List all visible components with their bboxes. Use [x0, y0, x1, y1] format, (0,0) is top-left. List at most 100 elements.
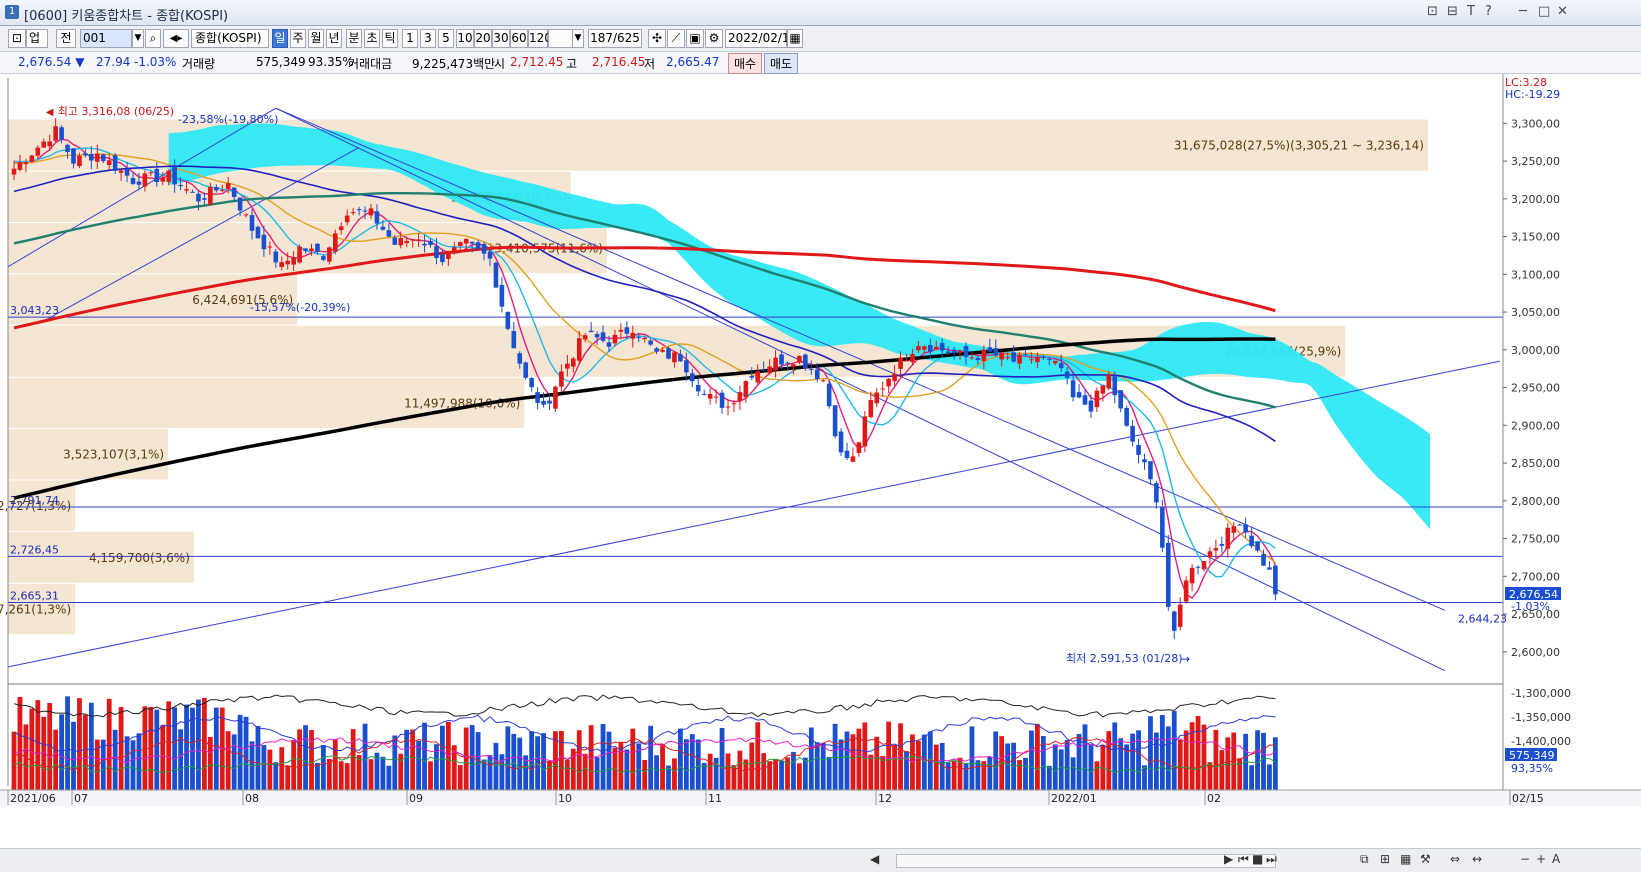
calendar-icon[interactable]: ▦	[787, 29, 803, 48]
layout-icon[interactable]: ⊡	[8, 29, 26, 48]
minute-5[interactable]: 5	[438, 29, 454, 48]
candle-body	[1166, 542, 1171, 607]
candle-body	[261, 234, 267, 250]
close-icon[interactable]: ✕	[1557, 4, 1568, 19]
volume-bar	[761, 753, 767, 790]
sound-icon[interactable]: ◀▸	[163, 29, 189, 48]
candle-body	[999, 352, 1004, 360]
maximize-icon[interactable]: □	[1538, 4, 1551, 19]
low-arrow-icon: →	[1180, 652, 1190, 666]
name-field[interactable]: 종합(KOSPI)	[191, 29, 269, 48]
period-second[interactable]: 초	[364, 29, 380, 48]
period-year[interactable]: 년	[326, 29, 342, 48]
type-select[interactable]: 업	[26, 29, 48, 48]
volume-bar	[59, 714, 64, 790]
volume-bar	[600, 723, 606, 790]
title-bar: 1 [0600] 키움종합차트 - 종합(KOSPI) ⊡ ⊟ T ? ─ □ …	[0, 0, 1641, 26]
candle-body	[71, 148, 76, 164]
code-input[interactable]: 001	[80, 29, 132, 48]
price-chart[interactable]: 31,675,028(27,5%)(3,305,21 ~ 3,236,14) 12…	[0, 74, 1641, 848]
volume-bar	[874, 736, 880, 790]
interval-dropdown-icon[interactable]: ▼	[572, 29, 584, 48]
minute-60[interactable]: 60	[510, 29, 528, 48]
candle-body	[791, 364, 796, 367]
volume-bar	[368, 759, 374, 790]
stop-icon[interactable]: ■	[1252, 852, 1264, 866]
zoom-out-icon[interactable]: −	[1520, 852, 1531, 866]
candle-body	[553, 386, 558, 409]
candle-body	[398, 238, 404, 246]
volume-bar	[1023, 757, 1028, 790]
scroll-track[interactable]	[896, 854, 1276, 868]
zoom-in-icon[interactable]: +	[1536, 852, 1547, 866]
candle-body	[273, 251, 279, 263]
candle-body	[582, 335, 588, 340]
copy-icon[interactable]: ⧉	[1360, 852, 1369, 866]
volume-bar	[511, 733, 517, 790]
candle-body	[1243, 524, 1248, 533]
crosshair-icon[interactable]: ✣	[648, 29, 666, 48]
candle-body	[148, 172, 154, 174]
period-tick[interactable]: 틱	[382, 29, 398, 48]
candle-body	[392, 237, 398, 245]
last-icon[interactable]: ⏭	[1266, 852, 1277, 866]
minute-10[interactable]: 10	[456, 29, 474, 48]
volume-bar	[178, 729, 183, 790]
volume-profile-bar	[8, 274, 298, 325]
volume-ratio: 93.35%	[308, 55, 354, 69]
candle-body	[898, 357, 903, 369]
candle-body	[469, 241, 475, 244]
scroll-right-icon[interactable]: ▶	[1224, 852, 1234, 866]
restore-layout-icon[interactable]: ⊡	[1427, 4, 1438, 19]
amount-label: 거래대금	[348, 57, 393, 71]
grid-icon[interactable]: ⊞	[1380, 852, 1391, 866]
candle-body	[963, 346, 969, 358]
ma-line-120	[13, 192, 1276, 409]
font-icon[interactable]: T	[1467, 4, 1475, 19]
save-icon[interactable]: ▣	[686, 29, 704, 48]
candle-body	[826, 383, 832, 407]
count-field[interactable]: 187/625	[588, 29, 642, 48]
y-tick-label: 3,200,00	[1511, 193, 1560, 206]
volume-bar	[856, 728, 862, 790]
candle-body	[47, 141, 52, 147]
candle-body	[1070, 380, 1076, 398]
first-icon[interactable]: ⏮	[1238, 852, 1249, 866]
period-month[interactable]: 월	[308, 29, 324, 48]
candle-body	[612, 334, 618, 344]
volume-bar	[267, 749, 273, 790]
table-icon[interactable]: ▦	[1400, 852, 1412, 866]
minute-20[interactable]: 20	[474, 29, 492, 48]
candle-body	[1017, 354, 1022, 364]
candle-body	[529, 378, 534, 388]
period-week[interactable]: 주	[290, 29, 306, 48]
date-input[interactable]: 2022/02/15	[725, 29, 797, 48]
code-dropdown-icon[interactable]: ▼	[132, 29, 144, 48]
minute-30[interactable]: 30	[492, 29, 510, 48]
help-icon[interactable]: ?	[1485, 4, 1492, 19]
split-window-icon[interactable]: ⊟	[1447, 4, 1458, 19]
period-minute[interactable]: 분	[346, 29, 362, 48]
volume-profile-label: 6,424,691(5,6%)	[192, 293, 293, 307]
minimize-icon[interactable]: ─	[1519, 4, 1527, 19]
minute-120[interactable]: 120	[528, 29, 552, 48]
candle-body	[916, 346, 921, 351]
period-day[interactable]: 일	[272, 29, 288, 48]
volume-osc-pink	[13, 737, 1276, 764]
tools-icon[interactable]: ⚒	[1420, 852, 1431, 866]
minute-1[interactable]: 1	[402, 29, 418, 48]
buy-button[interactable]: 매수	[728, 53, 763, 74]
sell-button[interactable]: 매도	[764, 53, 799, 74]
volume-bar	[386, 765, 392, 790]
expand-icon[interactable]: ⇔	[1450, 852, 1461, 866]
fit-icon[interactable]: ↔	[1472, 852, 1483, 866]
draw-line-icon[interactable]: ⟋	[667, 29, 685, 48]
all-button[interactable]: 전	[56, 29, 76, 48]
search-icon[interactable]: ⌕	[145, 29, 161, 48]
scroll-left-icon[interactable]: ◀	[870, 852, 880, 866]
minute-3[interactable]: 3	[420, 29, 436, 48]
settings-icon[interactable]: ⚙	[705, 29, 723, 48]
candle-body	[428, 240, 433, 245]
text-size-icon[interactable]: A	[1552, 852, 1561, 866]
quote-bar: 2,676.54 ▼ 27.94 -1.03% 거래량 575,349 93.3…	[0, 52, 1641, 74]
